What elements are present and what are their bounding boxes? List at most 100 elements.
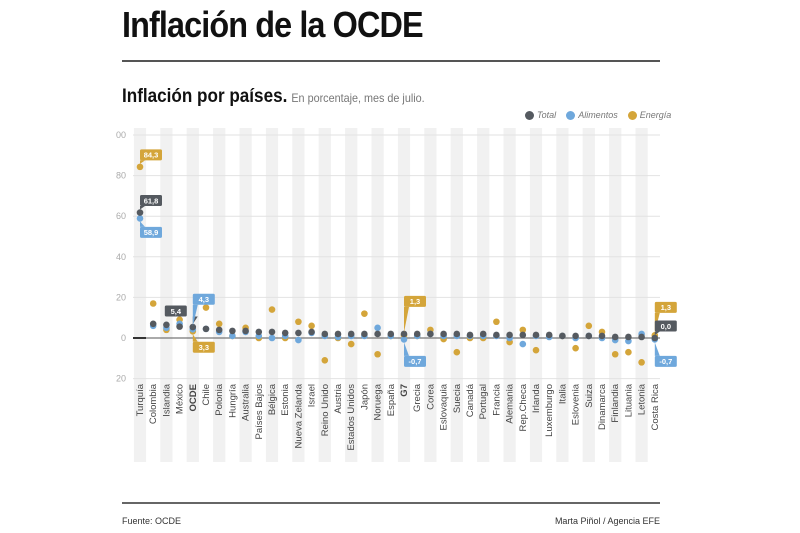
point-total (295, 329, 302, 337)
legend-dot-alimentos (566, 110, 576, 120)
point-alimentos (136, 215, 144, 222)
point-energia (532, 346, 540, 354)
title-divider (122, 60, 660, 62)
point-alimentos (400, 336, 408, 343)
point-total (374, 330, 381, 338)
legend-item-total: Total (525, 110, 556, 120)
point-energia (347, 340, 355, 348)
x-tick-label: México (175, 384, 186, 414)
point-energia (519, 326, 527, 334)
point-energia (308, 322, 315, 330)
callout-box (654, 301, 677, 313)
legend-item-energia: Energía (627, 110, 672, 120)
column-stripe (556, 128, 569, 462)
point-energia (149, 300, 157, 307)
point-total (638, 333, 645, 341)
point-total (479, 330, 487, 338)
x-tick-label: Japón (359, 384, 370, 410)
point-alimentos (229, 332, 236, 340)
point-energia (295, 318, 302, 326)
callout-pointer (192, 334, 198, 342)
legend-label-total: Total (537, 110, 557, 120)
point-total (545, 331, 553, 339)
callout-label: 5,4 (171, 307, 182, 316)
x-tick-label: España (386, 383, 397, 416)
x-tick-label: Portugal (478, 384, 489, 419)
callout-box (140, 149, 162, 161)
x-tick-label: Estonia (280, 383, 291, 415)
x-tick-label: Israel (307, 384, 318, 407)
chart-title: Inflación por países. (122, 86, 288, 107)
callout-box (404, 295, 426, 307)
point-total (453, 330, 461, 338)
point-alimentos (519, 340, 527, 348)
legend-dot-total (525, 110, 534, 120)
point-total (400, 330, 408, 338)
legend-label-alimentos: Alimentos (578, 110, 618, 120)
x-tick-label: Austria (333, 383, 344, 413)
column-stripe (424, 128, 437, 462)
column-stripe (397, 128, 411, 462)
point-total (149, 320, 157, 328)
callout-box (404, 355, 426, 367)
point-energia (374, 350, 381, 358)
callout-label: 1,3 (410, 297, 420, 306)
point-total (308, 328, 315, 336)
point-total (268, 328, 276, 336)
x-tick-label: Costa Rica (650, 383, 661, 430)
point-alimentos (295, 336, 302, 344)
legend-item-alimentos: Alimentos (566, 110, 618, 120)
callout-box (654, 320, 677, 332)
point-total (585, 332, 593, 340)
point-total (136, 209, 144, 216)
x-tick-label: Dinamarca (597, 383, 608, 430)
callout-box (140, 226, 162, 238)
point-total (519, 331, 527, 339)
x-tick-label: Colombia (148, 383, 159, 424)
point-total (229, 327, 236, 335)
x-tick-label: Lituania (623, 383, 634, 417)
callout-pointer (404, 342, 409, 356)
column-stripe (582, 128, 595, 462)
point-total (440, 330, 447, 338)
y-tick-label: 40 (116, 252, 126, 262)
callout-label: -0,7 (659, 357, 672, 366)
annotation-callout: 0,0 (654, 320, 677, 335)
x-tick-label: Alemania (505, 383, 516, 423)
x-tick-label: Irlanda (531, 383, 542, 413)
point-total (611, 333, 619, 341)
callout-box (164, 305, 187, 317)
point-total (625, 333, 632, 341)
y-tick-label: 20 (116, 374, 126, 384)
point-energia (321, 357, 329, 364)
point-energia (625, 348, 632, 356)
point-total (387, 330, 395, 338)
x-tick-label: Canadá (465, 383, 476, 417)
point-total (532, 331, 540, 339)
point-total (189, 323, 197, 331)
point-total (413, 330, 421, 338)
point-total (255, 328, 263, 336)
point-total (651, 334, 659, 342)
x-tick-label: Estados Unidos (346, 384, 357, 451)
point-total (242, 327, 249, 335)
callout-pointer (140, 221, 145, 227)
point-total (321, 330, 329, 338)
callout-box (140, 195, 162, 207)
x-tick-label: Noruega (373, 383, 384, 420)
x-tick-label: Corea (425, 383, 436, 410)
callout-label: 61,8 (144, 196, 159, 205)
callout-label: 84,3 (144, 151, 159, 160)
page-title: Inflación de la OCDE (122, 4, 424, 45)
point-energia (202, 304, 210, 311)
point-energia (611, 350, 619, 358)
point-total (572, 332, 579, 340)
x-tick-label: G7 (399, 384, 410, 397)
x-tick-label: Eslovaquia (439, 383, 450, 430)
callout-pointer (404, 306, 409, 333)
annotation-callout: 3,3 (192, 334, 215, 353)
point-total (466, 331, 474, 339)
callout-pointer (654, 342, 660, 356)
legend-label-energia: Energía (639, 110, 672, 120)
point-total (598, 332, 606, 340)
